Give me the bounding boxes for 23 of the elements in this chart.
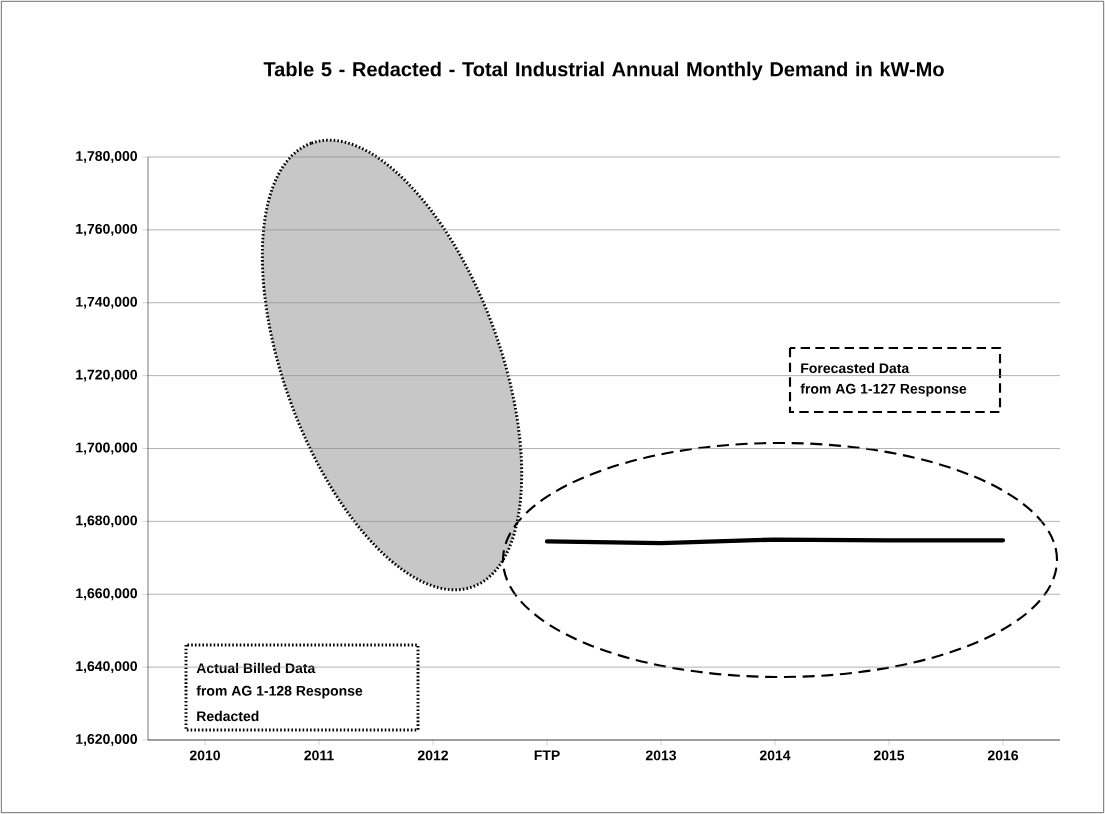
- chart-title: Table 5 - Redacted - Total Industrial Annual Monthly Demand in kW-Mo: [263, 61, 944, 81]
- y-tick-label: 1,720,000: [76, 369, 138, 382]
- y-tick-label: 1,760,000: [76, 223, 138, 236]
- y-tick-label: 1,660,000: [76, 588, 138, 601]
- annotation: Forecasted Data: [801, 362, 910, 374]
- x-tick-label: 2016: [987, 750, 1019, 761]
- annotation: from AG 1-128 Response: [196, 685, 363, 699]
- x-tick-label: FTP: [534, 750, 560, 761]
- x-tick-label: 2011: [304, 750, 334, 761]
- annotation: from AG 1-127 Response: [800, 383, 967, 397]
- annotation: Actual Billed Data: [196, 662, 316, 674]
- y-tick-label: 1,640,000: [76, 661, 138, 674]
- annotation: Redacted: [197, 710, 259, 722]
- y-tick-label: 1,740,000: [76, 296, 138, 309]
- x-tick-label: 2014: [759, 750, 791, 761]
- y-tick-label: 1,620,000: [76, 734, 138, 746]
- y-tick-label: 1,780,000: [76, 151, 138, 163]
- x-tick-label: 2015: [873, 750, 905, 761]
- x-tick-label: 2013: [645, 750, 677, 761]
- x-tick-label: 2010: [189, 750, 220, 761]
- y-tick-label: 1,700,000: [76, 442, 138, 455]
- y-tick-label: 1,680,000: [76, 515, 138, 528]
- x-tick-label: 2012: [417, 750, 448, 761]
